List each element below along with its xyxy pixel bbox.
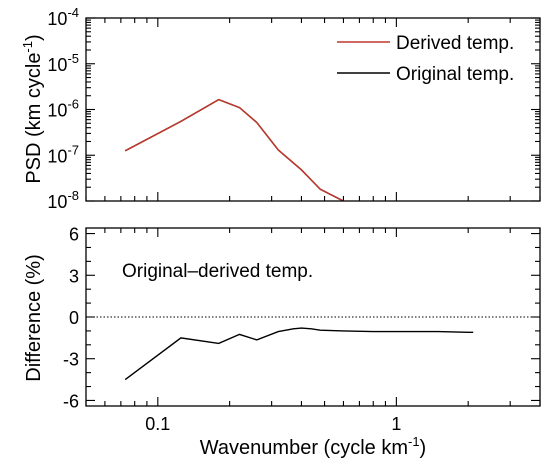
difference-line [124,327,474,381]
x-axis-label: Wavenumber (cycle km-1) [200,434,426,459]
difference-y-tick-label: -3 [63,350,79,370]
x-axis-label-main: Wavenumber (cycle km [200,437,408,459]
psd-y-tick-exponent: -4 [67,5,79,20]
psd-y-tick-label: 10-8 [47,188,79,212]
psd-y-tick-label: 10-5 [47,51,79,75]
difference-y-axis-label: Difference (%) [23,254,45,381]
psd-panel: 10-410-510-610-710-8 Derived temp. Origi… [20,5,541,212]
psd-plot-frame [85,17,541,202]
psd-y-tick-exponent: -5 [67,51,79,66]
psd-y-axis-label: PSD (km cycle-1) [20,34,45,183]
legend: Derived temp. Original temp. [337,33,514,85]
psd-y-axis-label-end: ) [23,34,45,41]
difference-annotation: Original–derived temp. [122,261,313,282]
x-axis-label-sup: -1 [408,434,420,449]
difference-y-tick-label: 3 [69,266,79,286]
psd-y-axis-label-main: PSD (km cycle [23,53,45,184]
difference-y-tick-label: -6 [63,391,79,411]
psd-y-tick-base: 10 [47,9,67,29]
psd-y-tick-base: 10 [47,146,67,166]
psd-y-tick-exponent: -6 [67,97,79,112]
x-axis-label-end: ) [420,437,427,459]
difference-plot-frame [85,227,541,407]
psd-y-tick-base: 10 [47,55,67,75]
difference-minor-ticks [85,228,541,406]
psd-y-tick-base: 10 [47,192,67,212]
difference-y-tick-label: 0 [69,308,79,328]
legend-derived-label: Derived temp. [396,33,514,54]
psd-y-axis-label-sup: -1 [20,41,35,53]
psd-y-tick-base: 10 [47,101,67,121]
difference-y-tick-label: 6 [69,225,79,245]
psd-y-tick-label: 10-4 [47,5,79,29]
x-tick-label: 0.1 [145,414,170,434]
legend-original-label: Original temp. [396,64,514,85]
psd-y-ticks: 10-410-510-610-710-8 [47,5,540,212]
psd-y-tick-exponent: -8 [67,188,79,203]
psd-derived-line [124,98,344,202]
x-tick-label: 1 [391,414,401,434]
difference-ticks: 6 3 0 -3 -6 0.1 1 [63,225,540,434]
difference-panel: 6 3 0 -3 -6 0.1 1 Original–derived temp. Diffe… [23,225,541,459]
psd-y-tick-exponent: -7 [67,142,79,157]
psd-y-tick-label: 10-7 [47,142,79,166]
psd-y-tick-label: 10-6 [47,97,79,121]
psd-series [124,98,344,202]
psd-minor-ticks [85,18,541,201]
psd-original-line [124,98,344,202]
difference-series [124,327,474,381]
